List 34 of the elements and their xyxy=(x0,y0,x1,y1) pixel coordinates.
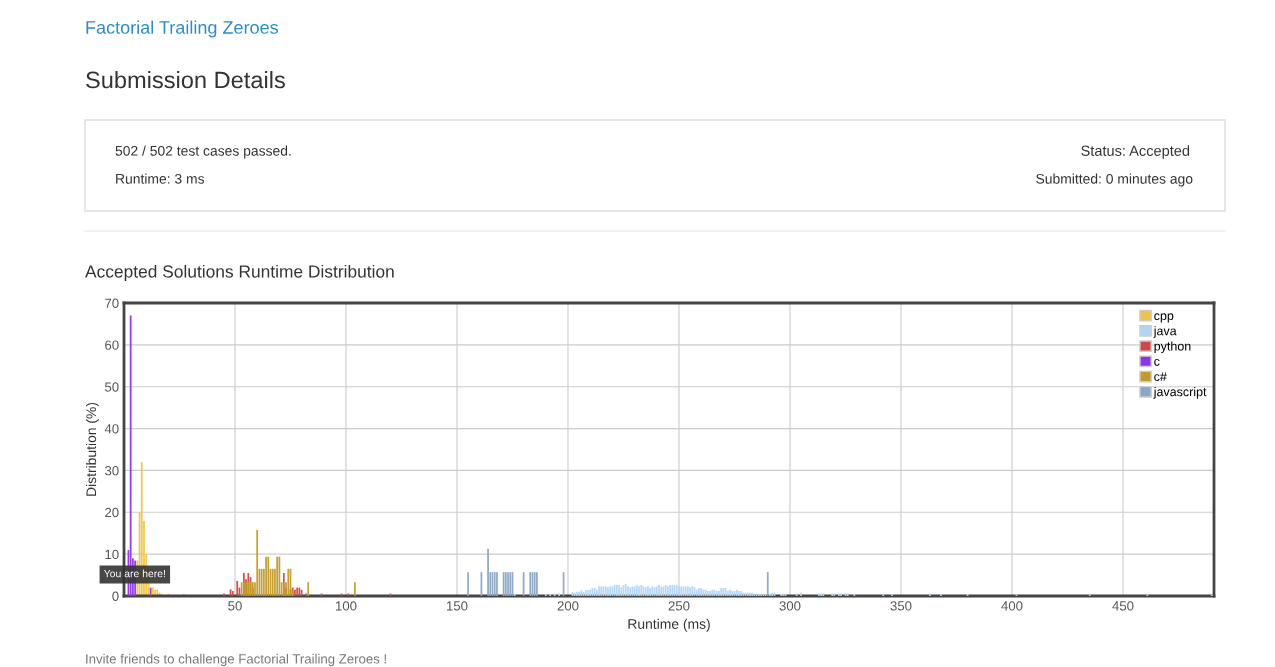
y-tick-label: 40 xyxy=(104,424,119,434)
text: Factorial Trailing Zeroes xyxy=(86,20,279,38)
text: 502 / 502 test cases passed. xyxy=(115,145,291,159)
y-tick-label: 70 xyxy=(105,298,119,308)
x-tick-label: 200 xyxy=(557,601,579,611)
legend-label: java xyxy=(1153,326,1177,338)
text: Runtime: 3 ms xyxy=(116,173,205,184)
text: Invite friends to challenge Factorial Trailing Zeroes ! xyxy=(86,653,386,667)
y-tick-label: 10 xyxy=(105,549,119,560)
y-tick-label: 30 xyxy=(104,466,119,476)
x-tick-label: 450 xyxy=(1112,601,1134,611)
legend-label: python xyxy=(1154,341,1191,354)
legend-label: javascript xyxy=(1153,387,1207,399)
chart-title: Accepted Solutions Runtime Distribution xyxy=(85,264,394,282)
y-tick-label: 20 xyxy=(105,507,119,518)
legend-label: c xyxy=(1154,358,1160,366)
x-tick-label: 350 xyxy=(890,601,912,611)
x-tick-label: 300 xyxy=(779,601,801,611)
text: Submission Details xyxy=(86,71,285,89)
legend-label: c# xyxy=(1154,372,1167,381)
annotation: You are here! xyxy=(103,569,165,578)
y-tick-label: 50 xyxy=(104,382,119,392)
x-tick-label: 400 xyxy=(1001,601,1023,611)
x-tick-label: 50 xyxy=(228,601,242,611)
x-tick-label: 250 xyxy=(668,601,690,611)
y-tick-label: 0 xyxy=(112,591,119,601)
x-tick-label: 100 xyxy=(336,601,357,611)
x-axis-title: Runtime (ms) xyxy=(628,618,710,632)
text: Status: Accepted xyxy=(1081,145,1190,159)
y-tick-label: 60 xyxy=(105,340,119,350)
x-tick-label: 150 xyxy=(446,601,468,611)
y-axis-title: Distribution (%) xyxy=(85,402,99,496)
legend-label: cpp xyxy=(1154,313,1174,323)
text: Submitted: 0 minutes ago xyxy=(1036,173,1193,187)
